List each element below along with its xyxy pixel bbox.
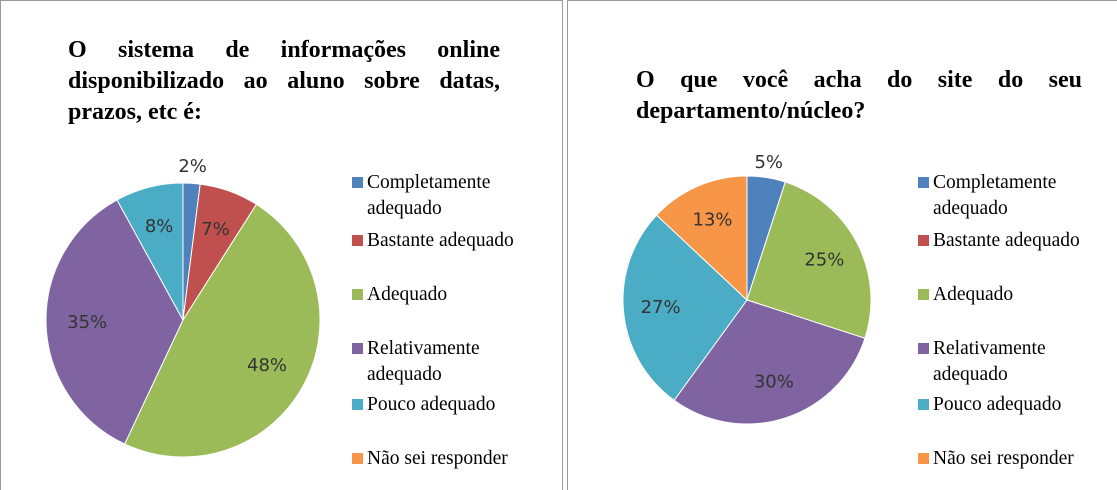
legend-entry: Não sei responder <box>352 446 557 472</box>
data-label: 2% <box>178 156 207 177</box>
legend-swatch <box>352 343 363 354</box>
pie-slice <box>673 299 866 425</box>
legend-swatch <box>352 177 363 188</box>
legend-entry: Completamente adequado <box>352 170 557 222</box>
chart-panel <box>567 0 1117 490</box>
chart-title: O sistema de informações online disponib… <box>68 37 500 125</box>
legend-swatch <box>918 343 929 354</box>
data-label: 27% <box>641 297 681 318</box>
legend-entry: Relativamente adequado <box>352 336 557 388</box>
legend-swatch <box>352 399 363 410</box>
chart-panel <box>0 0 563 490</box>
legend-entry: Não sei responder <box>918 446 1117 472</box>
data-label: 48% <box>247 355 287 376</box>
legend-swatch <box>918 289 929 300</box>
legend-entry: Bastante adequado <box>918 228 1117 254</box>
legend-entry: Adequado <box>352 282 557 308</box>
legend-entry: Adequado <box>918 282 1117 308</box>
legend-entry: Relativamente adequado <box>918 336 1117 388</box>
data-label: 13% <box>693 209 733 230</box>
data-label: 35% <box>67 312 107 333</box>
legend-swatch <box>352 289 363 300</box>
legend-swatch <box>918 399 929 410</box>
legend-entry: Bastante adequado <box>352 228 557 254</box>
chart-title: O que você acha do site do seu departame… <box>636 67 1082 124</box>
data-label: 30% <box>754 372 794 393</box>
legend-entry: Completamente adequado <box>918 170 1117 222</box>
legend-swatch <box>352 453 363 464</box>
data-label: 8% <box>145 216 174 237</box>
legend-swatch <box>352 235 363 246</box>
pie-slice <box>655 175 748 302</box>
legend-entry: Pouco adequado <box>352 392 557 418</box>
data-label: 25% <box>804 250 844 271</box>
legend-entry: Pouco adequado <box>918 392 1117 418</box>
pie-slice <box>45 199 184 445</box>
data-label: 5% <box>754 152 783 173</box>
pie-slice <box>124 203 321 458</box>
pie-slice <box>746 181 872 339</box>
legend-swatch <box>918 177 929 188</box>
legend-swatch <box>918 235 929 246</box>
pie-slice <box>622 214 748 402</box>
data-label: 7% <box>201 219 230 240</box>
legend-swatch <box>918 453 929 464</box>
